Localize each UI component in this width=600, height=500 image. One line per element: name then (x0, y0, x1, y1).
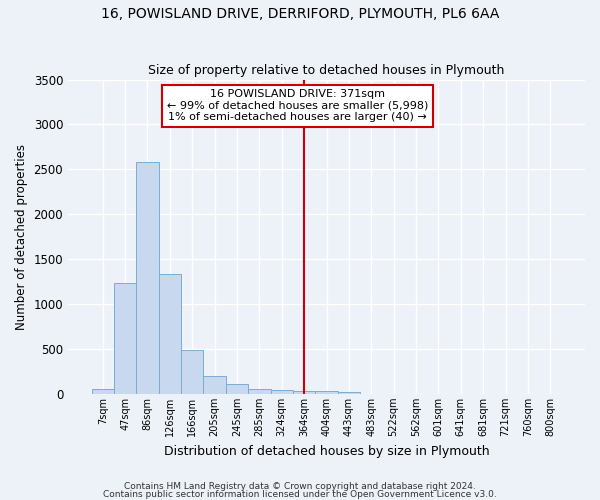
Text: 16 POWISLAND DRIVE: 371sqm  
← 99% of detached houses are smaller (5,998)
1% of : 16 POWISLAND DRIVE: 371sqm ← 99% of deta… (167, 89, 428, 122)
Title: Size of property relative to detached houses in Plymouth: Size of property relative to detached ho… (148, 64, 505, 77)
Bar (92, 390, 114, 394)
Bar (181, 350, 203, 394)
Y-axis label: Number of detached properties: Number of detached properties (15, 144, 28, 330)
Bar (226, 384, 248, 394)
Bar (338, 392, 360, 394)
Text: Contains HM Land Registry data © Crown copyright and database right 2024.: Contains HM Land Registry data © Crown c… (124, 482, 476, 491)
X-axis label: Distribution of detached houses by size in Plymouth: Distribution of detached houses by size … (164, 444, 490, 458)
Bar (293, 391, 316, 394)
Bar (271, 390, 293, 394)
Bar (114, 284, 136, 394)
Text: Contains public sector information licensed under the Open Government Licence v3: Contains public sector information licen… (103, 490, 497, 499)
Bar (248, 390, 271, 394)
Bar (203, 376, 226, 394)
Text: 16, POWISLAND DRIVE, DERRIFORD, PLYMOUTH, PL6 6AA: 16, POWISLAND DRIVE, DERRIFORD, PLYMOUTH… (101, 8, 499, 22)
Bar (316, 391, 338, 394)
Bar (158, 274, 181, 394)
Bar (136, 162, 158, 394)
